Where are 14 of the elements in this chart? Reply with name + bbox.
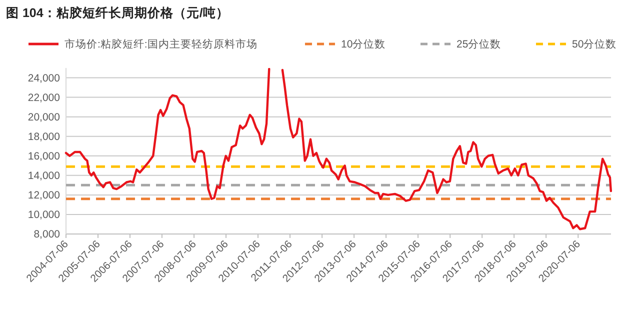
- legend-label: 市场价:粘胶短纤:国内主要轻纺原料市场: [64, 38, 258, 51]
- legend-label: 10分位数: [341, 38, 386, 51]
- y-tick-label: 18,000: [28, 131, 60, 144]
- legend-label: 25分位数: [456, 38, 502, 51]
- y-tick-label: 8,000: [34, 228, 60, 241]
- y-tick-label: 14,000: [28, 170, 60, 182]
- y-tick-label: 22,000: [28, 92, 60, 104]
- chart-title: 图 104：粘胶短纤长周期价格（元/吨）: [6, 5, 229, 20]
- y-tick-label: 12,000: [28, 190, 60, 202]
- y-tick-label: 20,000: [28, 112, 60, 124]
- y-tick-label: 10,000: [28, 209, 60, 222]
- y-tick-label: 16,000: [28, 150, 60, 163]
- y-tick-label: 24,000: [28, 72, 60, 84]
- legend-label: 50分位数: [572, 38, 617, 51]
